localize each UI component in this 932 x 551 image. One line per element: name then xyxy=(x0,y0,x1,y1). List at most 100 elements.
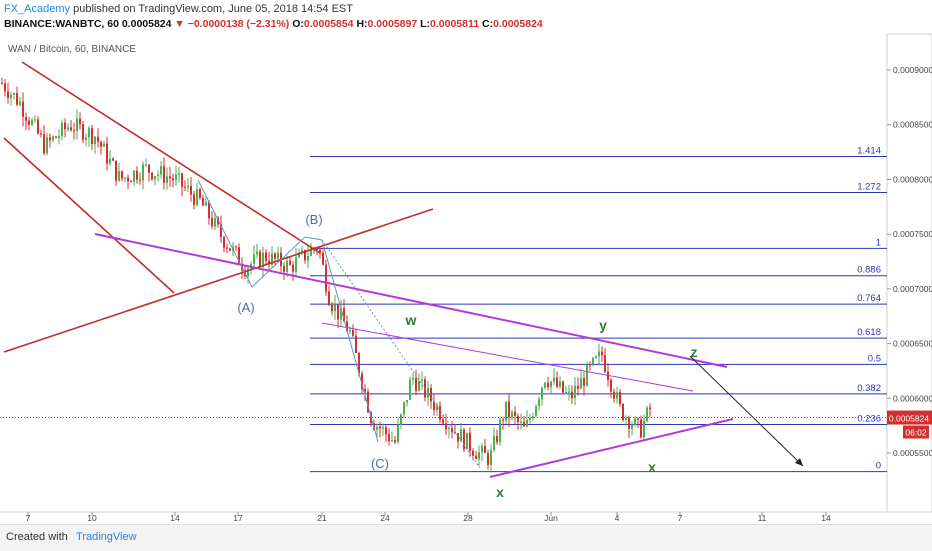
publish-text: published on TradingView.com, June 05, 2… xyxy=(73,3,353,15)
candle-body xyxy=(67,127,69,130)
candle-body xyxy=(196,189,198,205)
candle-body xyxy=(385,427,387,435)
candle-body xyxy=(628,417,630,429)
projection-arrow[interactable] xyxy=(689,355,804,467)
candle-body xyxy=(217,217,219,225)
candle-body xyxy=(22,101,24,117)
candle-body xyxy=(253,254,255,264)
candle-body xyxy=(301,249,303,253)
candle-body xyxy=(451,428,453,433)
fib-level-label: 1 xyxy=(876,237,881,248)
candle-body xyxy=(61,122,63,137)
price-tick-label: 0.0005500 xyxy=(893,448,932,458)
candle-body xyxy=(331,305,333,312)
time-tick-label: 7 xyxy=(678,513,683,523)
time-tick-label: 28 xyxy=(463,513,473,523)
candle-body xyxy=(7,91,9,98)
candle-body xyxy=(46,137,48,154)
candle-body xyxy=(625,417,627,420)
candle-body xyxy=(73,130,75,132)
footer-bar: Created with TradingView xyxy=(0,524,932,551)
price-tick-label: 0.0007500 xyxy=(893,229,932,239)
candle-body xyxy=(40,133,42,135)
candle-body xyxy=(31,120,33,125)
candle-body xyxy=(466,432,468,450)
price-tick-label: 0.0007000 xyxy=(893,284,932,294)
candle-body xyxy=(508,401,510,418)
low-value: 0.0005811 xyxy=(430,18,480,30)
candle-body xyxy=(544,382,546,388)
candle-body xyxy=(76,118,78,131)
candle-body xyxy=(262,252,264,267)
candle-body xyxy=(181,173,183,187)
candle-body xyxy=(124,177,126,179)
candle-body xyxy=(643,420,645,438)
fib-level-label: 0.764 xyxy=(857,293,881,304)
candle-body xyxy=(322,252,324,265)
uptrend-line[interactable] xyxy=(3,208,434,353)
candle-body xyxy=(133,170,135,182)
time-tick-label: 14 xyxy=(170,513,180,523)
candle-body xyxy=(307,255,309,261)
candle-body xyxy=(94,136,96,145)
candle-body xyxy=(136,170,138,180)
wave-label: (B) xyxy=(305,212,322,227)
candle-body xyxy=(535,406,537,417)
candle-body xyxy=(523,421,525,427)
price-axis-panel[interactable] xyxy=(886,33,932,513)
candle-body xyxy=(409,379,411,400)
candle-body xyxy=(121,171,123,179)
fib-level-label: 0.618 xyxy=(857,327,881,338)
candle-body xyxy=(52,136,54,141)
candle-body xyxy=(538,399,540,407)
candle-body xyxy=(325,264,327,292)
candle-body xyxy=(358,352,360,374)
candle-body xyxy=(298,252,300,258)
time-tick-label: 7 xyxy=(26,513,31,523)
candle-body xyxy=(85,137,87,140)
candle-body xyxy=(316,248,318,250)
inner-channel-line[interactable] xyxy=(321,322,694,392)
candle-body xyxy=(484,445,486,453)
candle-body xyxy=(334,304,336,312)
candle-body xyxy=(574,386,576,399)
time-tick-label: 17 xyxy=(233,513,243,523)
author-link[interactable]: FX_Academy xyxy=(4,3,71,15)
candle-body xyxy=(79,118,81,125)
time-tick-label: 11 xyxy=(758,513,767,523)
candle-body xyxy=(553,377,555,382)
candle-body xyxy=(112,158,114,161)
fib-level-label: 0.236 xyxy=(857,414,881,425)
candle-body xyxy=(100,141,102,147)
candle-body xyxy=(616,392,618,399)
candle-body xyxy=(337,304,339,320)
downtrend-channel-lower[interactable] xyxy=(3,137,175,294)
resistance-trendline[interactable] xyxy=(94,233,728,368)
candle-body xyxy=(397,424,399,443)
candle-body xyxy=(406,399,408,403)
candle-body xyxy=(532,416,534,419)
candle-body xyxy=(202,197,204,206)
candle-body xyxy=(115,160,117,181)
candle-body xyxy=(568,391,570,393)
candle-body xyxy=(394,439,396,443)
time-tick-label: 21 xyxy=(317,513,327,523)
candle-body xyxy=(1,83,3,85)
tradingview-logo[interactable]: TradingView xyxy=(76,531,137,543)
candle-body xyxy=(478,452,480,460)
candle-body xyxy=(499,419,501,442)
downtrend-channel-upper[interactable] xyxy=(21,61,321,254)
candle-body xyxy=(169,176,171,179)
candle-body xyxy=(154,175,156,180)
candle-body xyxy=(127,177,129,182)
candle-body xyxy=(433,401,435,411)
support-trendline[interactable] xyxy=(489,418,734,478)
fib-level-label: 0.886 xyxy=(857,265,881,276)
candle-body xyxy=(37,119,39,134)
countdown-tag xyxy=(903,425,929,439)
candle-body xyxy=(400,414,402,425)
candle-body xyxy=(511,411,513,418)
candle-body xyxy=(580,378,582,389)
candle-body xyxy=(571,391,573,399)
